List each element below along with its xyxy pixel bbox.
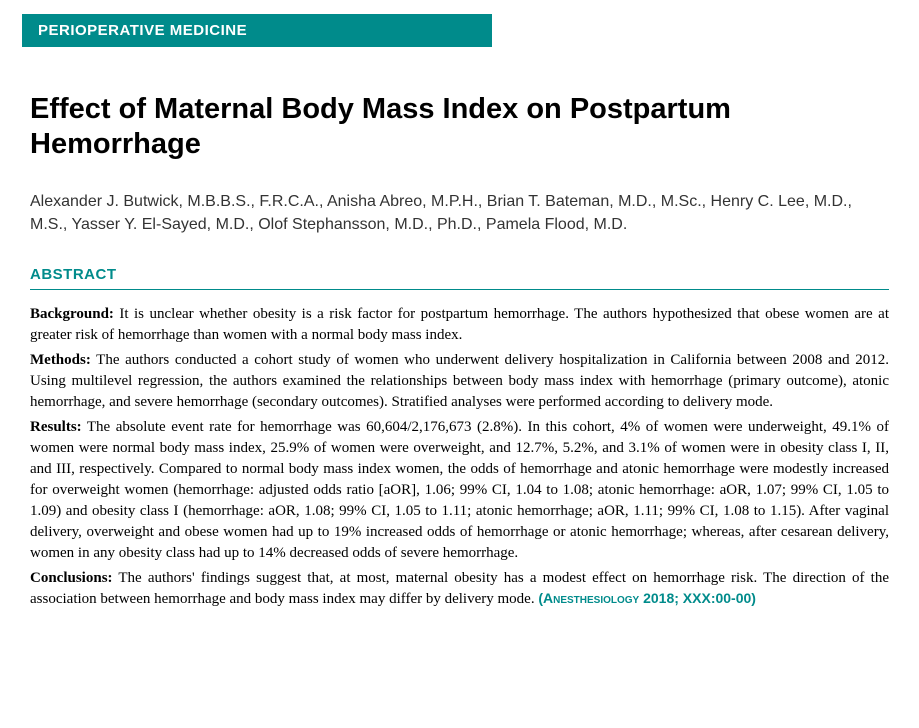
conclusions-text: The authors' findings suggest that, at m… xyxy=(30,570,889,607)
abstract-results: Results: The absolute event rate for hem… xyxy=(30,417,889,564)
background-text: It is unclear whether obesity is a risk … xyxy=(30,306,889,343)
section-banner: PERIOPERATIVE MEDICINE xyxy=(22,14,492,47)
abstract-background: Background: It is unclear whether obesit… xyxy=(30,304,889,346)
article-content: Effect of Maternal Body Mass Index on Po… xyxy=(0,92,919,634)
results-label: Results: xyxy=(30,419,82,435)
results-text: The absolute event rate for hemorrhage w… xyxy=(30,419,889,561)
abstract-header: ABSTRACT xyxy=(30,266,889,290)
abstract-conclusions: Conclusions: The authors' findings sugge… xyxy=(30,568,889,610)
abstract-methods: Methods: The authors conducted a cohort … xyxy=(30,350,889,413)
authors-list: Alexander J. Butwick, M.B.B.S., F.R.C.A.… xyxy=(30,190,889,236)
methods-label: Methods: xyxy=(30,352,91,368)
citation: (Anesthesiology 2018; XXX:00-00) xyxy=(538,590,756,606)
background-label: Background: xyxy=(30,306,114,322)
methods-text: The authors conducted a cohort study of … xyxy=(30,352,889,410)
conclusions-label: Conclusions: xyxy=(30,570,113,586)
article-title: Effect of Maternal Body Mass Index on Po… xyxy=(30,92,889,162)
